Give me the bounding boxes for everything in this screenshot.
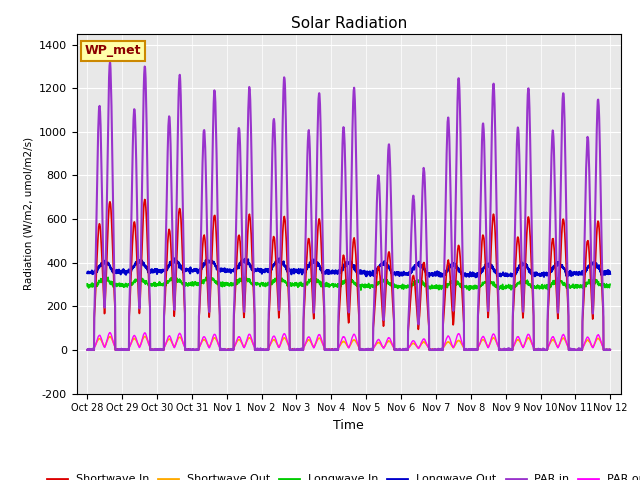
Text: WP_met: WP_met xyxy=(85,44,141,58)
X-axis label: Time: Time xyxy=(333,419,364,432)
Title: Solar Radiation: Solar Radiation xyxy=(291,16,407,31)
Y-axis label: Radiation (W/m2, umol/m2/s): Radiation (W/m2, umol/m2/s) xyxy=(24,137,33,290)
Legend: Shortwave In, Shortwave Out, Longwave In, Longwave Out, PAR in, PAR out: Shortwave In, Shortwave Out, Longwave In… xyxy=(43,470,640,480)
